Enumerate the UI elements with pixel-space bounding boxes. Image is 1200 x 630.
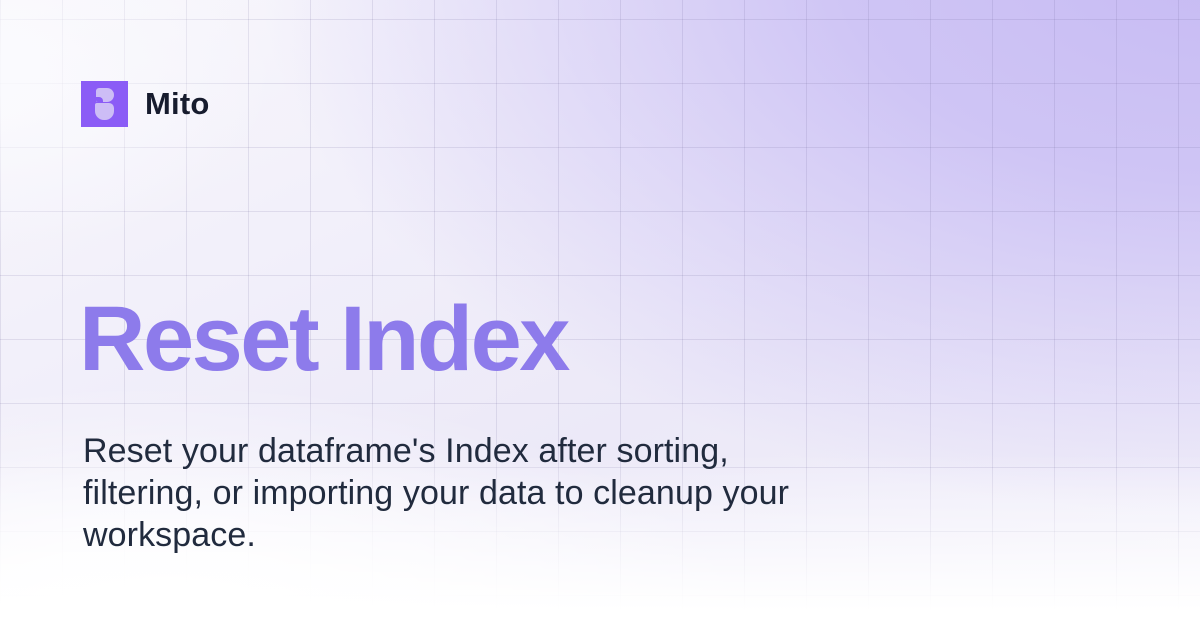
description-line-2: filtering, or importing your data to cle… [83, 474, 790, 512]
page-title: Reset Index [79, 288, 570, 390]
description-line-3: workspace. [83, 516, 256, 554]
mito-glyph-icon [95, 88, 114, 120]
brand-header: Mito [81, 81, 210, 127]
mito-logo [81, 81, 128, 127]
mito-glyph-bottom-shape [95, 103, 114, 120]
page-description: Reset your dataframe's Index after sorti… [83, 430, 789, 556]
brand-name: Mito [145, 86, 210, 121]
description-line-1: Reset your dataframe's Index after sorti… [83, 432, 729, 470]
mito-glyph-top-shape [96, 88, 114, 102]
